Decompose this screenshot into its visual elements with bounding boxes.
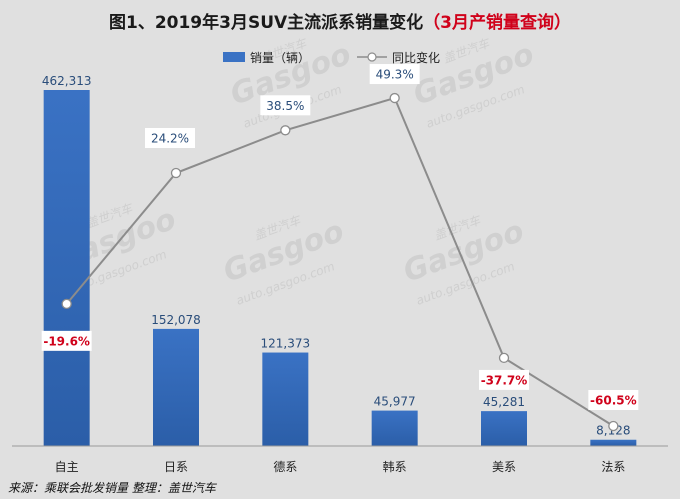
yoy-label-4: 49.3% (376, 68, 414, 82)
yoy-point-2 (170, 167, 182, 179)
yoy-point-6 (608, 420, 619, 432)
bar-3 (262, 352, 309, 446)
yoy-label-box-3 (260, 95, 311, 116)
legend-label-sales: 销量（辆） (250, 51, 310, 65)
yoy-point-3 (280, 125, 291, 136)
yoy-label-box-2 (145, 128, 195, 149)
bar-value-label-3: 121,373 (261, 337, 311, 351)
bar-value-label-1: 462,313 (42, 74, 92, 88)
yoy-label-box-4 (369, 64, 420, 85)
yoy-point-4 (389, 92, 400, 104)
yoy-label-1: -19.6% (43, 334, 90, 348)
chart-title-sub: （3月产销量查询） (423, 12, 571, 33)
bar-value-label-2: 152,078 (151, 313, 201, 327)
yoy-point-1 (61, 298, 72, 309)
legend-label-yoy: 同比变化 (392, 50, 440, 65)
bar-value-label-4: 45,977 (374, 395, 416, 409)
bar-4 (371, 410, 418, 446)
chart-title-main: 图1、2019年3月SUV主流派系销量变化 (109, 12, 423, 33)
legend-marker-yoy (367, 52, 377, 62)
yoy-label-5: -37.7% (481, 373, 528, 387)
yoy-label-box-5 (479, 369, 529, 390)
category-label-4: 韩系 (383, 459, 407, 474)
bar-1 (43, 90, 90, 446)
category-label-1: 自主 (55, 460, 79, 474)
category-label-6: 法系 (601, 460, 625, 474)
yoy-label-6: -60.5% (590, 394, 637, 408)
yoy-label-2: 24.2% (151, 132, 189, 146)
yoy-line (65, 96, 614, 427)
category-label-5: 美系 (492, 460, 516, 474)
yoy-label-box-6 (588, 390, 639, 411)
source-note: 来源：乘联会批发销量 整理：盖世汽车 (8, 481, 218, 495)
bar-2 (153, 328, 199, 446)
bar-value-label-5: 45,281 (483, 395, 525, 409)
yoy-point-5 (498, 352, 510, 364)
category-labels: 自主 日系 德系 韩系 美系 法系 (55, 459, 626, 474)
chart-title: 图1、2019年3月SUV主流派系销量变化（3月产销量查询） (109, 12, 571, 33)
legend-swatch-sales (223, 52, 245, 62)
bar-6 (590, 439, 637, 446)
legend: 销量（辆） 同比变化 (223, 50, 440, 65)
category-label-2: 日系 (164, 460, 188, 474)
yoy-line-series: -19.6% 24.2% 38.5% 49.3% -37.7% -60.5% (41, 64, 639, 432)
yoy-label-3: 38.5% (266, 99, 304, 113)
yoy-label-box-1 (41, 330, 92, 351)
category-label-3: 德系 (273, 459, 297, 474)
bar-5 (481, 411, 527, 446)
